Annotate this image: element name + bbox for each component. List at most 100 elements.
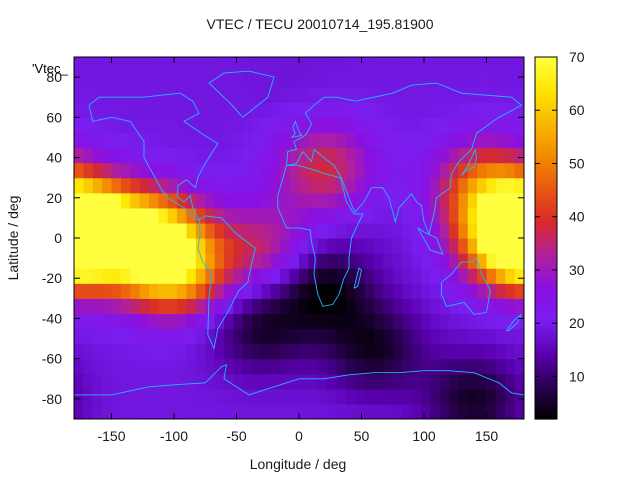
heatmap-cell [477, 147, 488, 164]
heatmap-cell [111, 57, 122, 73]
heatmap-cell [130, 328, 141, 345]
heatmap-cell [149, 238, 159, 254]
heatmap-cell [449, 373, 459, 390]
heatmap-cell [261, 388, 272, 405]
coastline-path [291, 120, 303, 138]
heatmap-cell [458, 253, 469, 269]
heatmap-cell [242, 147, 253, 164]
heatmap-cell [214, 358, 225, 375]
heatmap-cell [130, 72, 141, 88]
colorbar-band [535, 301, 557, 305]
heatmap-cell [224, 253, 234, 269]
heatmap-cell [102, 238, 113, 254]
heatmap-cell [280, 253, 291, 269]
y-tick-label: 20 [46, 190, 62, 206]
heatmap-cell [411, 283, 422, 299]
heatmap-cell [252, 177, 263, 194]
heatmap-cell [83, 57, 94, 73]
colorbar-band [535, 379, 557, 384]
colorbar-band [535, 129, 557, 134]
colorbar-band [535, 135, 557, 140]
colorbar-band [535, 234, 557, 239]
heatmap-cell [120, 373, 131, 390]
heatmap-cell [420, 253, 431, 269]
heatmap-cell [233, 253, 244, 269]
heatmap-cell [308, 207, 319, 224]
colorbar-band [535, 382, 557, 387]
heatmap-cell [402, 298, 413, 315]
heatmap-cell [392, 207, 403, 224]
heatmap-cell [111, 102, 122, 118]
heatmap-cell [139, 358, 150, 375]
heatmap-cell [420, 298, 431, 315]
heatmap-cell [374, 328, 384, 345]
heatmap-cell [224, 403, 234, 419]
heatmap-cell [74, 222, 84, 239]
heatmap-cell [280, 283, 291, 299]
heatmap-cell [299, 117, 309, 134]
heatmap-cell [233, 222, 244, 239]
heatmap-cell [458, 283, 469, 299]
heatmap-cell [149, 147, 159, 164]
heatmap-cell [130, 162, 141, 179]
heatmap-cell [74, 238, 84, 254]
heatmap-cell [430, 192, 441, 209]
heatmap-cell [195, 358, 206, 375]
heatmap-cell [139, 57, 150, 73]
heatmap-cell [467, 177, 478, 194]
heatmap-cell [149, 358, 159, 375]
heatmap-cell [186, 147, 197, 164]
colorbar-tick-label: 10 [569, 368, 585, 384]
heatmap-cell [514, 328, 524, 345]
heatmap-cell [383, 328, 394, 345]
colorbar-band [535, 63, 557, 67]
heatmap-cell [420, 177, 431, 194]
heatmap-cell [411, 388, 422, 405]
heatmap-cell [308, 283, 319, 299]
heatmap-cell [439, 132, 450, 149]
heatmap-cell [299, 298, 309, 315]
heatmap-cell [261, 358, 272, 375]
heatmap-cell [214, 343, 225, 360]
heatmap-cell [92, 373, 103, 390]
heatmap-cell [130, 102, 141, 118]
colorbar-band [535, 165, 557, 170]
colorbar-tick-label: 40 [569, 209, 585, 225]
heatmap-cell [411, 192, 422, 209]
heatmap-cell [383, 162, 394, 179]
heatmap-cell [111, 358, 122, 375]
colorbar-band [535, 337, 557, 342]
heatmap-cell [345, 162, 356, 179]
heatmap-cell [92, 388, 103, 405]
heatmap-cell [270, 192, 281, 209]
heatmap-cell [495, 132, 506, 149]
heatmap-cell [308, 147, 319, 164]
heatmap-cell [214, 57, 225, 73]
heatmap-cell [214, 192, 225, 209]
heatmap-cell [430, 298, 441, 315]
heatmap-cell [205, 268, 216, 284]
heatmap-cell [205, 192, 216, 209]
heatmap-cell [205, 222, 216, 239]
heatmap-cell [120, 177, 131, 194]
heatmap-cell [308, 162, 319, 179]
heatmap-cell [167, 207, 178, 224]
heatmap-cell [364, 147, 375, 164]
heatmap-cell [149, 102, 159, 118]
heatmap-cell [186, 283, 197, 299]
heatmap-cell [495, 343, 506, 360]
heatmap-cell [364, 283, 375, 299]
heatmap-cell [355, 313, 366, 330]
heatmap-cell [270, 403, 281, 419]
colorbar-band [535, 219, 557, 224]
coastline-path [286, 82, 523, 236]
heatmap-cell [270, 102, 281, 118]
heatmap-cell [505, 222, 516, 239]
heatmap-cell [477, 313, 488, 330]
heatmap-cell [186, 373, 197, 390]
heatmap-cell [261, 222, 272, 239]
heatmap-cell [420, 388, 431, 405]
heatmap-cell [449, 117, 459, 134]
heatmap-cell [252, 268, 263, 284]
heatmap-cell [195, 207, 206, 224]
